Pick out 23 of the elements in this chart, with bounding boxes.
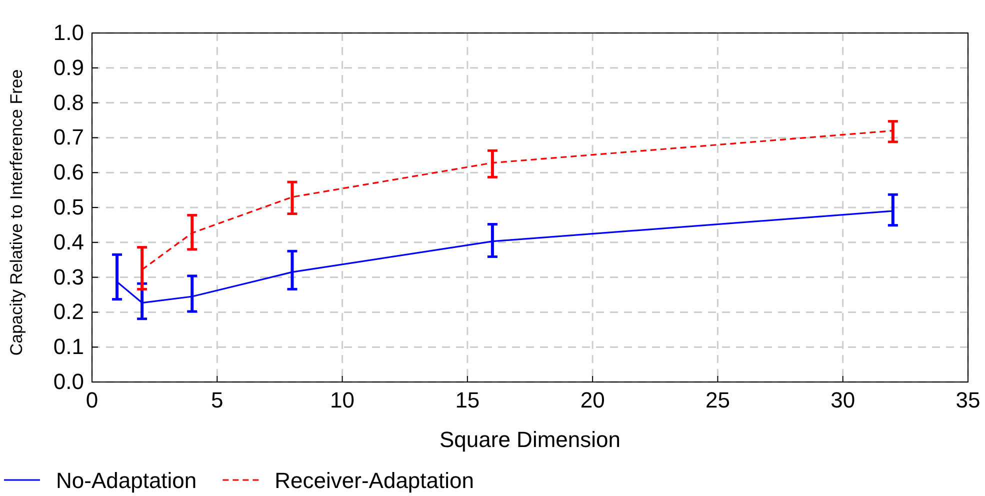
x-axis-title: Square Dimension bbox=[440, 427, 620, 452]
y-tick-label: 0.7 bbox=[53, 124, 84, 150]
y-tick-label: 0.1 bbox=[53, 334, 84, 360]
y-tick-label: 0.2 bbox=[53, 299, 84, 324]
y-tick-label: 0.5 bbox=[53, 194, 84, 220]
legend-label: Receiver-Adaptation bbox=[274, 468, 474, 493]
x-tick-label: 35 bbox=[956, 388, 980, 413]
y-axis-title: Capacity Relative to Interference Free bbox=[7, 69, 26, 356]
y-tick-label: 0.8 bbox=[53, 90, 84, 115]
x-tick-label: 0 bbox=[86, 388, 98, 413]
y-tick-label: 0.0 bbox=[53, 369, 84, 394]
x-tick-label: 25 bbox=[705, 388, 730, 413]
x-tick-label: 5 bbox=[211, 388, 224, 413]
x-tick-label: 15 bbox=[455, 388, 480, 413]
x-tick-label: 10 bbox=[330, 388, 355, 413]
y-tick-label: 0.4 bbox=[53, 229, 84, 254]
legend-label: No-Adaptation bbox=[56, 468, 197, 493]
y-tick-label: 0.9 bbox=[53, 54, 84, 80]
x-tick-label: 20 bbox=[580, 388, 605, 413]
y-tick-label: 1.0 bbox=[53, 20, 84, 46]
y-tick-label: 0.6 bbox=[53, 160, 84, 185]
y-tick-label: 0.3 bbox=[53, 264, 84, 290]
x-tick-label: 30 bbox=[830, 388, 856, 413]
